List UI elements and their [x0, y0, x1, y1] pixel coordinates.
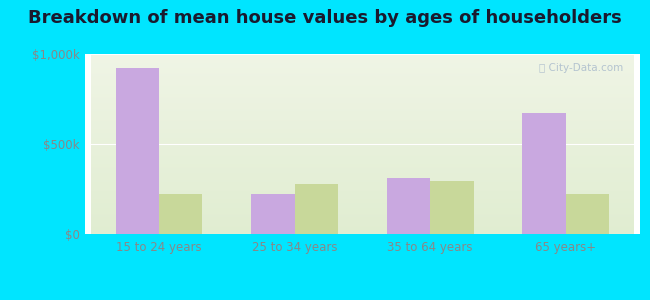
Bar [116, 68, 159, 234]
Bar [251, 194, 294, 234]
Text: Breakdown of mean house values by ages of householders: Breakdown of mean house values by ages o… [28, 9, 622, 27]
Bar [566, 194, 609, 234]
Bar [523, 112, 566, 234]
Bar [430, 181, 473, 234]
Bar [159, 194, 202, 234]
Bar [387, 178, 430, 234]
Text: ⓘ City-Data.com: ⓘ City-Data.com [540, 63, 623, 73]
Bar [294, 184, 338, 234]
